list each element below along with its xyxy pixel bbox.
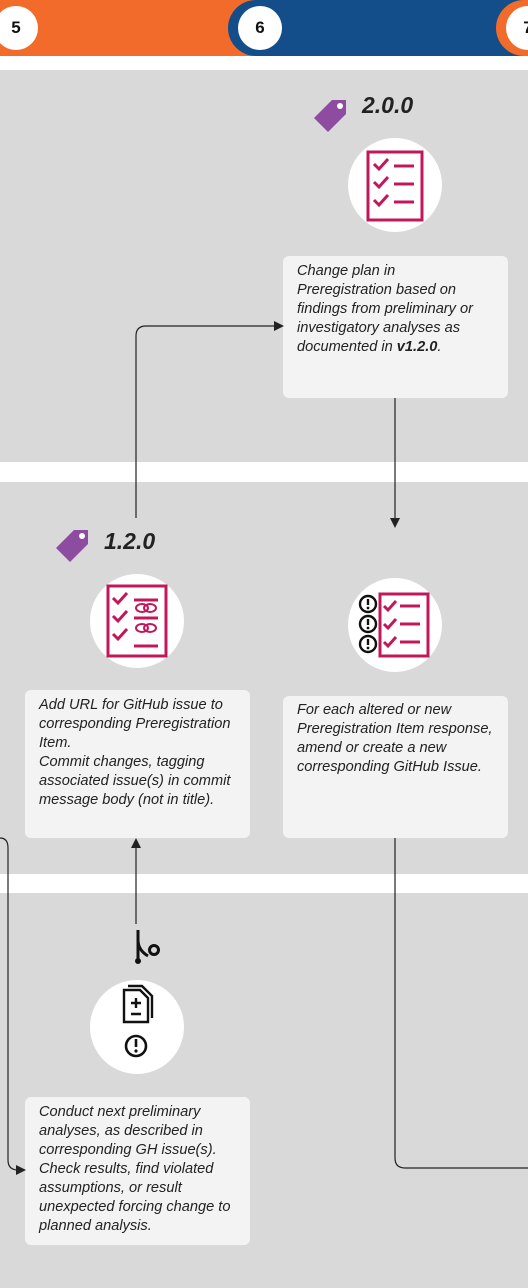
card-change-plan: Change plan in Preregistration based on … [283, 256, 508, 398]
for-each-text: For each altered or new Preregistration … [297, 702, 493, 775]
checklist-alert-icon [348, 578, 442, 672]
card-add-url: Add URL for GitHub issue to correspondin… [25, 690, 250, 838]
git-branch-icon [130, 928, 164, 969]
step-number-6: 6 [238, 6, 282, 50]
tag-icon [310, 96, 350, 141]
conduct-line-2: Check results, find violated assumptions… [39, 1161, 231, 1234]
checklist-link-icon [90, 574, 184, 668]
checklist-icon [348, 138, 442, 232]
step-number-7: 7 [506, 6, 528, 50]
add-url-line-2: Commit changes, tagging associated issue… [39, 754, 231, 808]
tag-label-middle: 1.2.0 [104, 528, 156, 554]
step-number-5: 5 [0, 6, 38, 50]
step-bar-5 [0, 0, 262, 56]
card-for-each: For each altered or new Preregistration … [283, 696, 508, 838]
arrow-to-change-plan [135, 321, 284, 518]
change-plan-version: v1.2.0 [396, 339, 438, 355]
conduct-line-1: Conduct next preliminary analyses, as de… [39, 1104, 217, 1158]
file-diff-icon [90, 980, 184, 1074]
add-url-line-1: Add URL for GitHub issue to correspondin… [39, 697, 231, 751]
change-plan-text: Change plan in Preregistration based on … [297, 263, 473, 355]
tag-icon [52, 526, 92, 571]
arrow-to-conduct [0, 837, 26, 1175]
change-plan-text-end: . [437, 339, 442, 355]
tag-label-top: 2.0.0 [362, 92, 414, 118]
card-conduct: Conduct next preliminary analyses, as de… [25, 1097, 250, 1245]
arrow-out-right [394, 838, 528, 1169]
